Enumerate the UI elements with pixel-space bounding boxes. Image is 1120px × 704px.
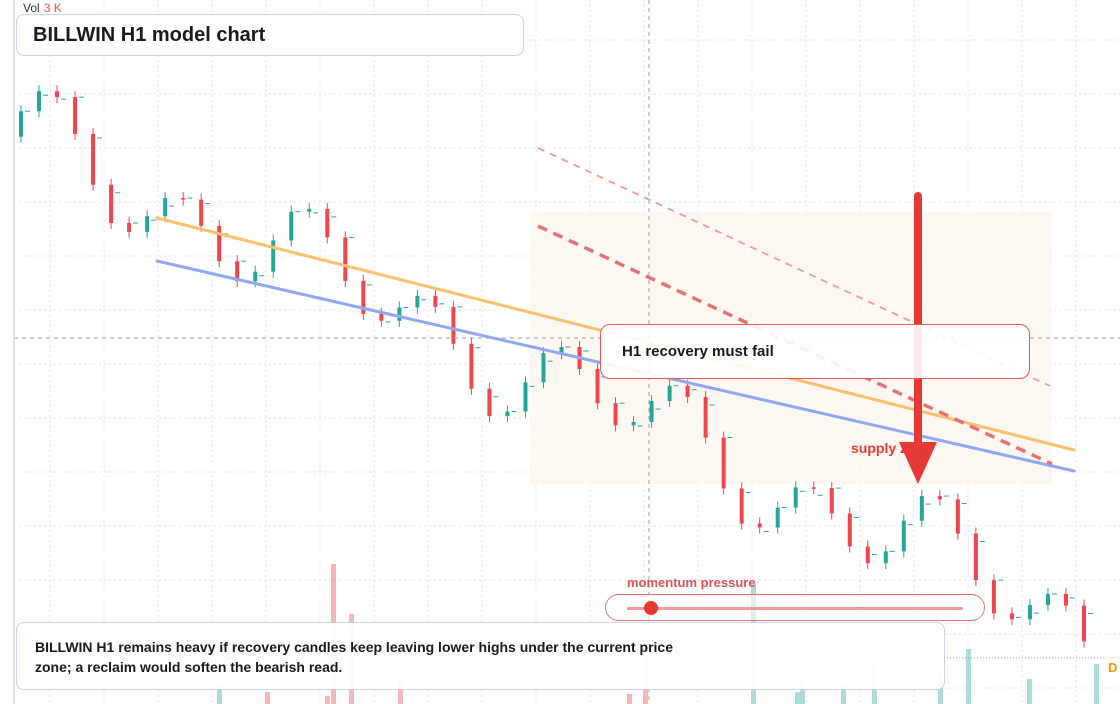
candle-body bbox=[307, 208, 312, 212]
chart-title-box: BILLWIN H1 model chart bbox=[16, 14, 524, 56]
candle-body bbox=[379, 313, 384, 321]
arrow-head bbox=[899, 442, 937, 484]
volume-bar bbox=[265, 692, 270, 704]
candle-body bbox=[865, 546, 870, 564]
volume-label-text: Vol bbox=[23, 1, 40, 15]
candle-body bbox=[181, 198, 186, 200]
candle-body bbox=[433, 295, 438, 307]
volume-label: Vol 3 K bbox=[23, 1, 62, 15]
candle-body bbox=[847, 513, 852, 547]
candle-body bbox=[739, 488, 744, 524]
candle-body bbox=[235, 261, 240, 282]
bearish-arrow bbox=[899, 192, 937, 484]
candle-body bbox=[667, 385, 672, 402]
candle-body bbox=[757, 523, 762, 528]
candle-body bbox=[1063, 593, 1068, 606]
volume-value: 3 K bbox=[43, 1, 62, 15]
candle-body bbox=[829, 488, 834, 514]
candle-body bbox=[1045, 593, 1050, 606]
candle-body bbox=[91, 133, 96, 185]
callout-box: H1 recovery must fail bbox=[600, 324, 1030, 379]
candle-body bbox=[325, 208, 330, 238]
candle-body bbox=[883, 551, 888, 564]
volume-bar bbox=[966, 649, 971, 704]
candle-body bbox=[541, 353, 546, 383]
volume-bar bbox=[795, 692, 800, 704]
candle-body bbox=[793, 487, 798, 508]
candle-body bbox=[559, 347, 564, 354]
volume-bar bbox=[1094, 664, 1099, 704]
candle-body bbox=[469, 343, 474, 389]
volume-bar bbox=[627, 694, 632, 704]
candle-body bbox=[505, 411, 510, 417]
candle-body bbox=[991, 580, 996, 614]
candle-body bbox=[955, 499, 960, 534]
volume-bar bbox=[841, 684, 846, 704]
candle-body bbox=[1009, 613, 1014, 620]
candle-body bbox=[127, 222, 132, 232]
momentum-label: momentum pressure bbox=[627, 575, 756, 590]
candle-body bbox=[937, 496, 942, 500]
candle-body bbox=[901, 520, 906, 552]
volume-bar bbox=[398, 679, 403, 704]
candle-body bbox=[775, 507, 780, 528]
momentum-slider[interactable] bbox=[605, 594, 985, 621]
summary-box: BILLWIN H1 remains heavy if recovery can… bbox=[16, 622, 945, 690]
candle-body bbox=[253, 271, 258, 282]
chart-title: BILLWIN H1 model chart bbox=[33, 23, 266, 46]
candle-body bbox=[1081, 605, 1086, 642]
candle-body bbox=[145, 216, 150, 232]
candle-body bbox=[973, 533, 978, 581]
candle-body bbox=[685, 385, 690, 398]
candle-body bbox=[487, 388, 492, 417]
volume-bar bbox=[217, 684, 222, 704]
candle-body bbox=[163, 198, 168, 217]
momentum-bar bbox=[627, 607, 963, 610]
candle-body bbox=[613, 403, 618, 426]
candle-body bbox=[19, 111, 23, 137]
candle-body bbox=[217, 225, 222, 262]
candle-body bbox=[523, 382, 528, 412]
candle-body bbox=[721, 437, 726, 489]
candle-body bbox=[397, 307, 402, 321]
candle-body bbox=[451, 306, 456, 344]
volume-bar bbox=[1027, 679, 1032, 704]
candle-body bbox=[919, 496, 924, 521]
momentum-handle[interactable] bbox=[643, 601, 658, 615]
supply-zone-label: supply zone bbox=[851, 440, 932, 456]
candle-body bbox=[271, 240, 276, 272]
candle-body bbox=[37, 91, 42, 112]
candle-body bbox=[361, 280, 366, 314]
candles bbox=[19, 85, 1093, 648]
candle-body bbox=[55, 91, 60, 98]
candle-body bbox=[343, 237, 348, 281]
candle-body bbox=[595, 368, 600, 404]
candle-body bbox=[73, 97, 78, 134]
candle-body bbox=[1027, 605, 1032, 620]
volume-bar bbox=[800, 679, 805, 704]
volume-bar bbox=[325, 696, 330, 704]
candle-body bbox=[109, 184, 114, 223]
candle-body bbox=[289, 211, 294, 241]
candle-body bbox=[649, 401, 654, 423]
summary-text: BILLWIN H1 remains heavy if recovery can… bbox=[35, 639, 673, 675]
candle-body bbox=[631, 422, 636, 426]
candle-body bbox=[703, 397, 708, 438]
candle-body bbox=[199, 199, 204, 226]
candle-body bbox=[415, 295, 420, 308]
lower-trend-line bbox=[537, 224, 1053, 466]
candle-body bbox=[811, 487, 816, 489]
callout-text: H1 recovery must fail bbox=[622, 343, 774, 360]
price-tag: D bbox=[1104, 658, 1120, 676]
